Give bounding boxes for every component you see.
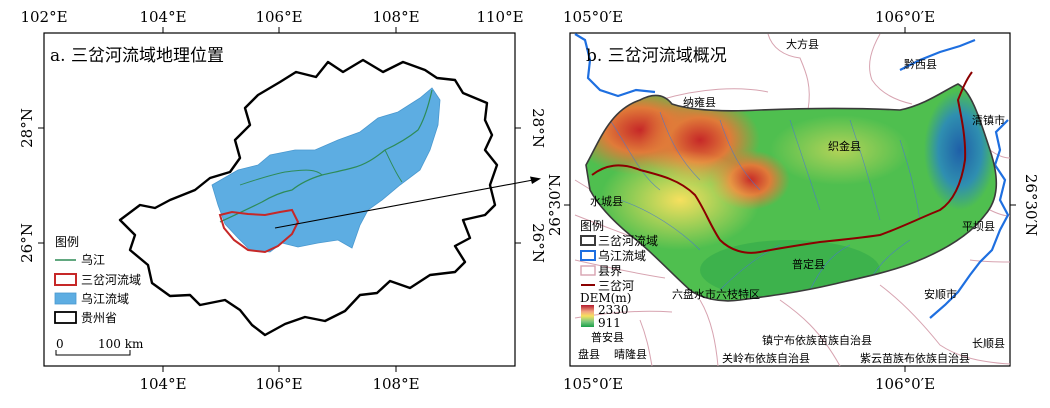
legend-label: 乌江流域 — [81, 291, 129, 306]
right-tick-label: 26°30′N — [1022, 174, 1040, 236]
legend-label: 三岔河流域 — [598, 234, 658, 248]
bottom-tick-label: 106°E — [255, 375, 302, 393]
panel-a-title: a. 三岔河流域地理位置 — [50, 46, 224, 66]
place-label: 织金县 — [828, 139, 861, 153]
legend-swatch-guizhou — [54, 311, 77, 324]
panel-a: a. 三岔河流域地理位置 102°E 104°E 106°E 108°E 110… — [18, 8, 547, 393]
place-label: 清镇市 — [972, 113, 1005, 127]
sanchahe-basin-outline — [585, 83, 998, 302]
top-tick-label: 105°0′E — [563, 8, 623, 26]
place-label: 水城县 — [590, 195, 623, 208]
dem-min-label: 911 — [598, 316, 621, 330]
place-label: 晴隆县 — [614, 347, 647, 361]
scale-bar: 0 100 km — [55, 337, 144, 356]
wujiang-tributary — [239, 169, 323, 186]
legend-swatch-sanchahe — [54, 273, 77, 286]
legend-heading: 图例 — [55, 235, 79, 249]
wujiang-basin — [211, 87, 441, 253]
place-label: 关岭布依族自治县 — [722, 351, 810, 365]
bottom-tick-label: 108°E — [372, 375, 419, 393]
top-tick-label: 106°0′E — [875, 8, 935, 26]
place-label: 镇宁布依族苗族自治县 — [762, 333, 872, 347]
scale-bar-start: 0 — [56, 337, 64, 351]
legend-label: 县界 — [598, 264, 622, 278]
wujiang-river — [219, 89, 433, 223]
pointer-arrow — [274, 179, 534, 229]
legend-swatch-wujiang-basin — [54, 292, 77, 305]
sanchahe-river — [591, 71, 973, 254]
legend-swatch-sanchahe — [580, 235, 596, 246]
place-label: 普定县 — [792, 257, 825, 271]
legend-label: 贵州省 — [81, 311, 117, 325]
dem-midland — [600, 150, 760, 250]
place-label: 紫云苗族布依族自治县 — [860, 351, 970, 365]
stream-network — [609, 111, 921, 291]
place-label: 长顺县 — [972, 337, 1005, 350]
top-tick-label: 104°E — [139, 8, 186, 26]
scale-bar-line — [55, 350, 131, 356]
left-tick-label: 26°30′N — [546, 174, 564, 236]
dem-color-ramp — [581, 305, 594, 327]
place-label: 盘县 — [578, 347, 600, 361]
dem-midland — [770, 115, 910, 185]
right-tick-label: 28°N — [529, 108, 547, 148]
bottom-tick-label: 105°0′E — [563, 375, 623, 393]
wujiang-tributary — [384, 149, 403, 183]
panel-b-title: b. 三岔河流域概况 — [586, 46, 727, 66]
place-label: 六盘水市六枝特区 — [672, 287, 760, 301]
scale-bar-end: 100 km — [98, 337, 144, 351]
bottom-tick-label: 104°E — [139, 375, 186, 393]
legend-heading: 图例 — [580, 219, 604, 233]
legend-label: 三岔河 — [598, 279, 634, 293]
dem-terrain — [586, 84, 997, 301]
left-tick-label: 26°N — [18, 223, 36, 263]
wujiang-basin-outline — [574, 33, 1010, 319]
legend-label: 乌江 — [81, 252, 105, 267]
legend-label: 乌江流域 — [598, 248, 646, 263]
place-label: 大方县 — [786, 37, 819, 51]
panel-b: b. 三岔河流域概况 105°0′E 106°0′E 105°0′E 106°0… — [546, 8, 1040, 393]
place-label: 纳雍县 — [683, 95, 716, 109]
legend-swatch-wujiang — [580, 250, 596, 261]
legend-swatch-county — [580, 265, 596, 276]
sanchahe-basin-outline — [218, 208, 300, 254]
place-label: 普安县 — [591, 330, 624, 344]
right-tick-label: 26°N — [529, 223, 547, 263]
dem-legend-title: DEM(m) — [580, 291, 631, 305]
arrow-head — [530, 176, 541, 184]
top-tick-label: 108°E — [372, 8, 419, 26]
place-label: 平坝县 — [962, 219, 995, 233]
place-label: 安顺市 — [924, 287, 957, 301]
place-labels: 大方县 黔西县 纳雍县 清镇市 织金县 水城县 平坝县 普定县 六盘水市六枝特区… — [578, 37, 1005, 365]
panel-a-legend: 图例 乌江 三岔河流域 乌江流域 贵州省 — [54, 235, 141, 325]
place-label: 黔西县 — [904, 57, 937, 71]
top-tick-label: 106°E — [255, 8, 302, 26]
left-tick-label: 28°N — [18, 108, 36, 148]
dem-lowland — [924, 90, 996, 210]
legend-label: 三岔河流域 — [81, 273, 141, 287]
dem-max-label: 2330 — [598, 303, 629, 317]
top-tick-label: 102°E — [20, 8, 67, 26]
top-tick-label: 110°E — [476, 8, 523, 26]
panel-b-legend: 图例 三岔河流域 乌江流域 县界 三岔河 DEM(m) 2330 911 — [580, 219, 658, 330]
bottom-tick-label: 106°0′E — [875, 375, 935, 393]
